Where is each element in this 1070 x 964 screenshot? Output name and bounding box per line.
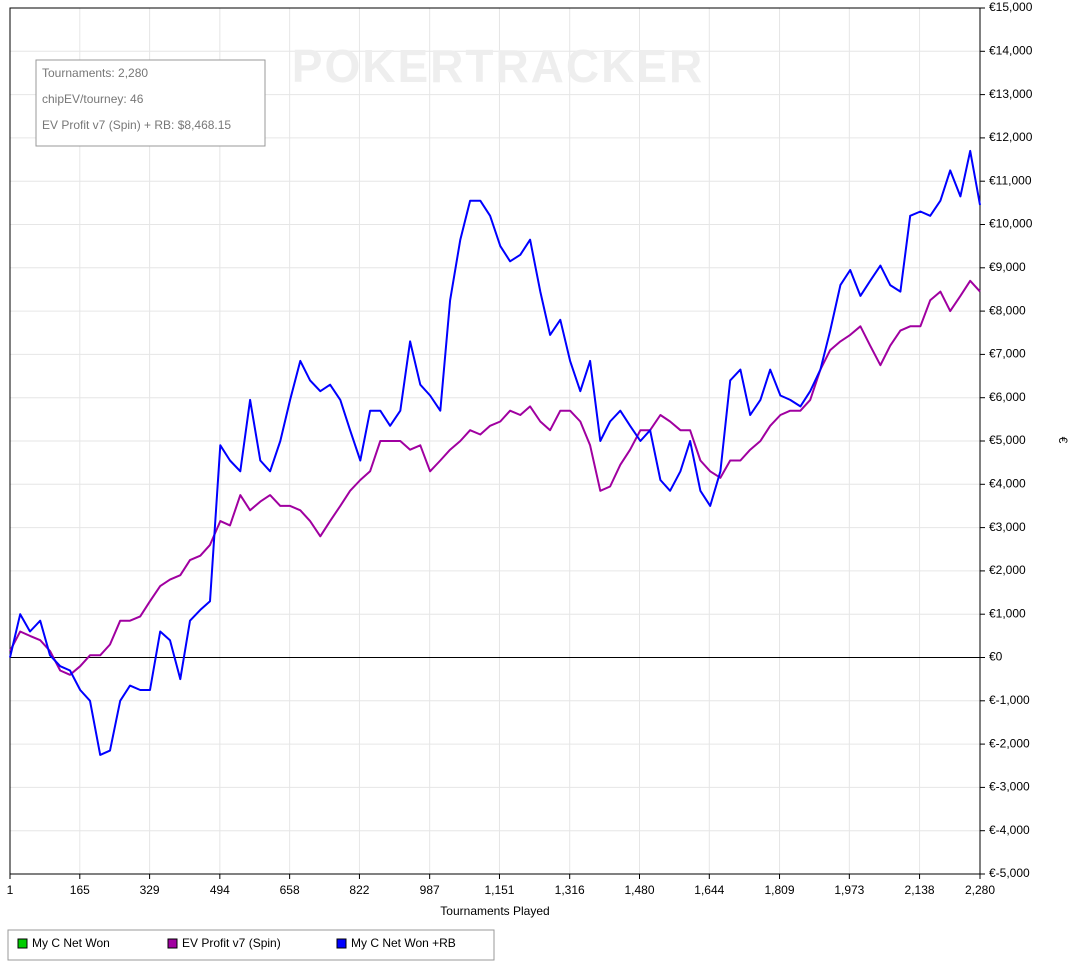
series-line	[9, 279, 981, 676]
legend-label: My C Net Won +RB	[351, 936, 456, 950]
x-tick-label: 1	[7, 883, 14, 897]
y-tick-label: €7,000	[989, 347, 1026, 361]
x-tick-label: 1,480	[624, 883, 654, 897]
y-tick-label: €9,000	[989, 260, 1026, 274]
y-axis-title: €	[1056, 437, 1070, 444]
y-tick-label: €6,000	[989, 390, 1026, 404]
x-axis-title: Tournaments Played	[440, 904, 549, 918]
y-tick-label: €14,000	[989, 43, 1033, 57]
y-tick-label: €-4,000	[989, 823, 1030, 837]
legend-swatch	[17, 938, 28, 949]
y-tick-label: €10,000	[989, 217, 1033, 231]
x-tick-label: 987	[420, 883, 440, 897]
y-tick-label: €2,000	[989, 563, 1026, 577]
legend-swatch	[167, 938, 178, 949]
y-tick-label: €0	[989, 650, 1003, 664]
x-tick-label: 1,151	[484, 883, 514, 897]
legend-label: My C Net Won	[32, 936, 110, 950]
x-tick-label: 1,973	[834, 883, 864, 897]
x-tick-label: 1,809	[765, 883, 795, 897]
x-tick-label: 822	[349, 883, 369, 897]
x-tick-label: 658	[280, 883, 300, 897]
y-tick-label: €4,000	[989, 476, 1026, 490]
x-tick-label: 329	[140, 883, 160, 897]
y-tick-label: €-2,000	[989, 736, 1030, 750]
y-tick-label: €-3,000	[989, 780, 1030, 794]
y-tick-label: €3,000	[989, 520, 1026, 534]
series-line	[9, 149, 981, 756]
y-tick-label: €12,000	[989, 130, 1033, 144]
x-tick-label: 1,316	[555, 883, 585, 897]
annotation: chipEV/tourney: 46	[42, 92, 144, 106]
watermark: POKERTRACKER	[292, 40, 704, 92]
x-tick-label: 494	[210, 883, 230, 897]
annotation: EV Profit v7 (Spin) + RB: $8,468.15	[42, 118, 231, 132]
legend-label: EV Profit v7 (Spin)	[182, 936, 281, 950]
info-box	[35, 59, 266, 147]
y-tick-label: €-1,000	[989, 693, 1030, 707]
y-tick-label: €8,000	[989, 303, 1026, 317]
y-tick-label: €5,000	[989, 433, 1026, 447]
y-tick-label: €1,000	[989, 606, 1026, 620]
y-tick-label: €-5,000	[989, 866, 1030, 880]
x-tick-label: 2,138	[905, 883, 935, 897]
y-tick-label: €15,000	[989, 0, 1033, 14]
annotation: Tournaments: 2,280	[42, 66, 148, 80]
x-tick-label: 165	[70, 883, 90, 897]
legend-box	[7, 929, 495, 961]
y-tick-label: €13,000	[989, 87, 1033, 101]
y-tick-label: €11,000	[989, 173, 1032, 187]
x-tick-label: 1,644	[694, 883, 724, 897]
legend-swatch	[336, 938, 347, 949]
x-tick-label: 2,280	[965, 883, 995, 897]
